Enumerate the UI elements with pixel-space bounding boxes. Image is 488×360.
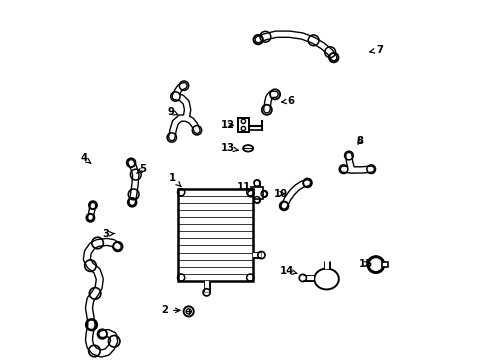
Ellipse shape: [243, 145, 253, 152]
Text: 14: 14: [279, 266, 296, 276]
Text: 10: 10: [273, 189, 287, 199]
Bar: [238, 118, 248, 132]
Text: 8: 8: [355, 136, 363, 146]
Text: 6: 6: [281, 96, 294, 106]
Text: 4: 4: [81, 153, 91, 163]
Text: 9: 9: [167, 107, 178, 117]
Text: 12: 12: [221, 120, 235, 130]
Text: 15: 15: [358, 258, 372, 269]
Bar: [381, 262, 387, 267]
Text: 3: 3: [102, 229, 115, 239]
Ellipse shape: [314, 269, 338, 289]
Text: 11: 11: [236, 182, 254, 192]
Bar: [251, 187, 263, 199]
Text: 7: 7: [369, 45, 382, 55]
Text: 1: 1: [168, 173, 181, 186]
Text: 5: 5: [137, 164, 146, 174]
Text: 2: 2: [161, 305, 180, 315]
Bar: [178, 189, 253, 281]
Text: 13: 13: [221, 143, 238, 153]
